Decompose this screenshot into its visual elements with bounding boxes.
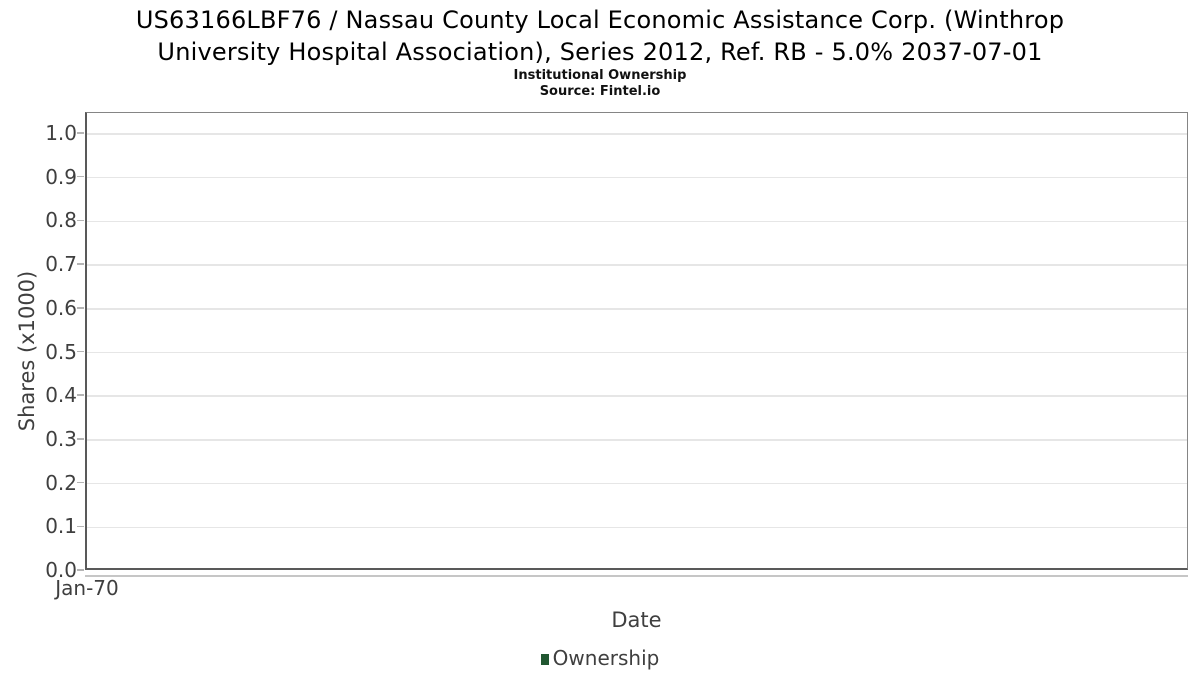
y-gridline [87, 439, 1187, 441]
x-axis-tick-label: Jan-70 [55, 576, 119, 600]
y-gridline [87, 264, 1187, 266]
y-axis-tick-mark [77, 263, 84, 265]
y-gridline [87, 395, 1187, 397]
y-axis-tick-label: 0.0 [45, 558, 77, 582]
chart-title-line-2: University Hospital Association), Series… [157, 38, 1043, 66]
y-gridline [87, 133, 1187, 135]
y-axis-tick-label: 0.8 [45, 208, 77, 233]
y-gridline [87, 176, 1187, 179]
y-gridline [87, 351, 1187, 354]
chart-subtitle: Institutional Ownership [513, 68, 687, 83]
y-gridline [87, 220, 1187, 223]
x-axis-tick-line [85, 575, 1188, 577]
y-axis-tick-label: 0.3 [45, 426, 77, 451]
y-axis-tick-label: 0.2 [45, 470, 77, 495]
y-axis-tick-mark [77, 219, 84, 222]
y-axis-tick-label: 0.7 [45, 252, 77, 277]
plot-area [85, 112, 1188, 570]
legend-label: Ownership [552, 646, 660, 670]
chart-title-line-1: US63166LBF76 / Nassau County Local Econo… [135, 6, 1065, 34]
y-gridline [87, 482, 1187, 485]
y-axis-tick-mark [77, 132, 84, 134]
y-gridline [87, 308, 1187, 310]
chart-source-credit: Source: Fintel.io [539, 84, 661, 99]
y-axis-tick-mark [77, 175, 84, 178]
y-axis-tick-mark [77, 394, 84, 396]
y-axis-tick-mark [77, 350, 84, 353]
y-axis-tick-mark [77, 481, 84, 484]
y-axis-tick-mark [77, 438, 84, 440]
y-axis-tick-label: 0.9 [45, 164, 77, 189]
y-axis-tick-label: 0.5 [45, 339, 77, 364]
legend-swatch-icon [540, 653, 549, 665]
y-axis-tick-mark [77, 569, 84, 571]
y-axis-tick-label: 0.1 [45, 514, 77, 539]
y-axis-title: Shares (x1000) [15, 270, 39, 432]
legend-item-ownership[interactable]: Ownership [0, 646, 1200, 670]
y-axis-tick-label: 0.4 [45, 383, 77, 408]
y-axis-tick-label: 0.6 [45, 295, 77, 320]
y-gridline [87, 526, 1187, 529]
y-axis-tick-mark [77, 307, 84, 309]
y-axis-tick-label: 1.0 [45, 121, 77, 145]
x-axis-title: Date [611, 608, 662, 632]
y-axis-tick-mark [77, 525, 84, 528]
chart-title: US63166LBF76 / Nassau County Local Econo… [0, 4, 1200, 68]
